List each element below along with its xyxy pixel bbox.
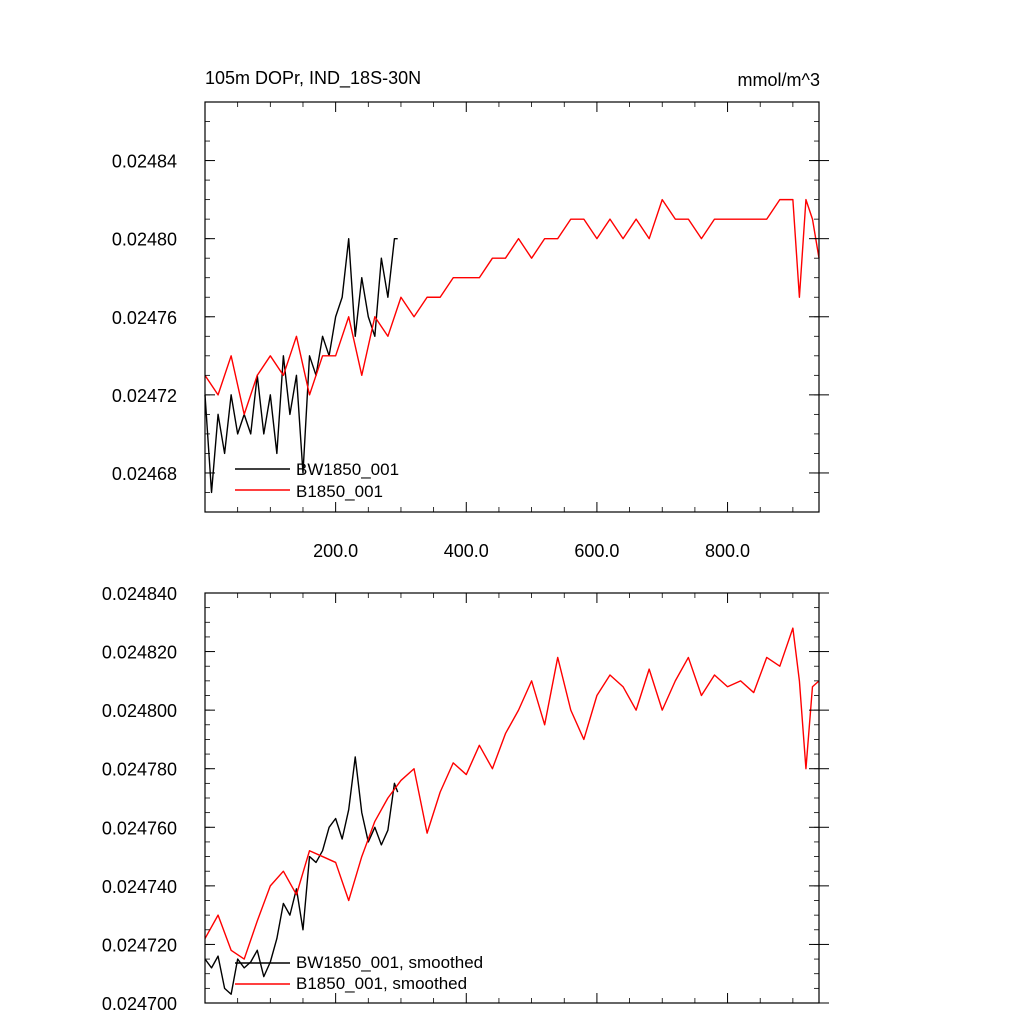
plot-lines-bottom: [204, 627, 820, 995]
plot-lines-top: [204, 198, 820, 494]
legend-top: BW1850_001 B1850_001: [235, 460, 399, 501]
x-tick-label-0-2: 600.0: [574, 541, 619, 561]
y-tick-label-0-4: 0.02484: [112, 152, 177, 172]
series-line-0-1: [204, 198, 820, 416]
plot-frame-bottom: [204, 592, 820, 1004]
legend-label-b1850: B1850_001: [296, 482, 383, 501]
y-tick-label-1-0: 0.024700: [102, 994, 177, 1014]
chart-top: 105m DOPr, IND_18S-30N mmol/m^3 200.0 400…: [112, 68, 829, 561]
y-tick-label-0-0: 0.02468: [112, 464, 177, 484]
x-tick-label-0-0: 200.0: [313, 541, 358, 561]
chart-units: mmol/m^3: [738, 70, 820, 90]
legend-label-bw1850-smoothed: BW1850_001, smoothed: [296, 953, 483, 972]
legend-label-bw1850: BW1850_001: [296, 460, 399, 479]
ticks-top: 200.0 400.0 600.0 800.0 0.02468 0.02472 0.0247…: [112, 101, 829, 561]
y-tick-label-1-3: 0.024760: [102, 818, 177, 838]
plot-frame-top: [204, 101, 820, 513]
y-tick-label-1-7: 0.024840: [102, 584, 177, 604]
x-tick-label-0-3: 800.0: [705, 541, 750, 561]
y-tick-label-1-2: 0.024740: [102, 877, 177, 897]
series-line-1-1: [204, 627, 820, 960]
chart-bottom: 0.024700 0.024720 0.024740 0.024760 0.024780…: [102, 584, 829, 1014]
y-tick-label-1-1: 0.024720: [102, 935, 177, 955]
y-tick-label-0-3: 0.02480: [112, 230, 177, 250]
legend-label-b1850-smoothed: B1850_001, smoothed: [296, 974, 467, 993]
y-tick-label-1-4: 0.024780: [102, 760, 177, 780]
legend-bottom: BW1850_001, smoothed B1850_001, smoothed: [235, 953, 483, 993]
y-tick-label-1-5: 0.024800: [102, 701, 177, 721]
y-tick-label-0-1: 0.02472: [112, 386, 177, 406]
y-tick-label-0-2: 0.02476: [112, 308, 177, 328]
ticks-bottom: 0.024700 0.024720 0.024740 0.024760 0.024780…: [102, 584, 829, 1014]
series-line-1-0: [204, 756, 399, 995]
x-tick-label-0-1: 400.0: [444, 541, 489, 561]
chart-title: 105m DOPr, IND_18S-30N: [205, 68, 421, 89]
y-tick-label-1-6: 0.024820: [102, 643, 177, 663]
series-line-0-0: [204, 237, 398, 494]
